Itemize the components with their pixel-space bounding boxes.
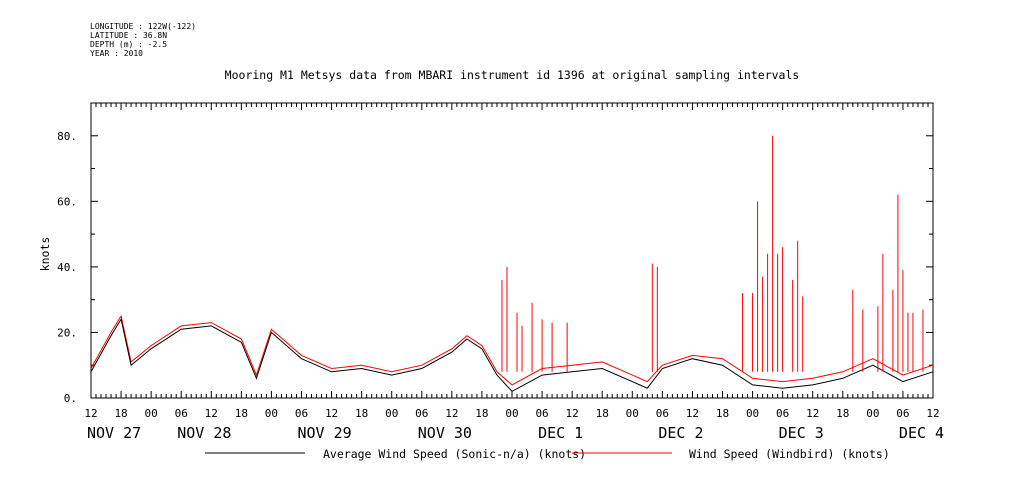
x-day-label: DEC 2 <box>658 424 703 442</box>
x-tick-label: 00 <box>385 407 398 420</box>
x-tick-label: 12 <box>325 407 338 420</box>
y-tick-label: 0. <box>64 392 77 405</box>
depth-label: DEPTH (m) : -2.5 <box>90 40 168 49</box>
x-tick-label: 18 <box>355 407 368 420</box>
series-layer <box>90 135 934 393</box>
x-tick-label: 18 <box>235 407 248 420</box>
y-tick-label: 40. <box>57 261 77 274</box>
y-tick-label: 60. <box>57 195 77 208</box>
legend: Average Wind Speed (Sonic-n/a) (knots) W… <box>205 447 890 461</box>
x-day-label: DEC 4 <box>899 424 944 442</box>
x-tick-label: 12 <box>205 407 218 420</box>
y-tick-label: 80. <box>57 130 77 143</box>
x-tick-label: 00 <box>866 407 879 420</box>
x-tick-label: 18 <box>114 407 127 420</box>
series-line-windbird <box>90 314 934 386</box>
x-day-label: DEC 1 <box>538 424 583 442</box>
series-line-average <box>90 317 934 393</box>
axes-layer: 12 18 00 06 12 18 00 06 12 18 00 06 12 18 00 06 12 18 00 06… <box>57 102 944 442</box>
plot-frame <box>90 102 934 399</box>
x-tick-label: 00 <box>265 407 278 420</box>
x-tick-label: 18 <box>716 407 729 420</box>
x-tick-label: 06 <box>656 407 669 420</box>
x-tick-label: 06 <box>896 407 909 420</box>
x-tick-label: 06 <box>295 407 308 420</box>
x-tick-label: 18 <box>596 407 609 420</box>
latitude-label: LATITUDE : 36.8N <box>90 31 168 40</box>
x-tick-label: 06 <box>415 407 428 420</box>
x-day-label: NOV 30 <box>418 424 472 442</box>
x-tick-label: 12 <box>566 407 579 420</box>
x-tick-label: 18 <box>475 407 488 420</box>
x-tick-label: 18 <box>836 407 849 420</box>
x-tick-label: 00 <box>746 407 759 420</box>
x-tick-label: 12 <box>926 407 939 420</box>
x-tick-label: 00 <box>145 407 158 420</box>
longitude-label: LONGITUDE : 122W(-122) <box>90 22 196 31</box>
x-day-label: NOV 29 <box>298 424 352 442</box>
x-tick-label: 12 <box>84 407 97 420</box>
chart-title: Mooring M1 Metsys data from MBARI instru… <box>225 68 800 82</box>
x-tick-label: 00 <box>626 407 639 420</box>
x-tick-label: 00 <box>505 407 518 420</box>
year-label: YEAR : 2010 <box>90 49 143 58</box>
x-day-label: NOV 27 <box>87 424 141 442</box>
x-day-label: NOV 28 <box>177 424 231 442</box>
legend-label-average: Average Wind Speed (Sonic-n/a) (knots) <box>323 447 586 461</box>
y-axis-label: knots <box>38 237 52 272</box>
x-tick-label: 12 <box>806 407 819 420</box>
x-tick-label: 06 <box>776 407 789 420</box>
y-tick-label: 20. <box>57 326 77 339</box>
x-tick-label: 12 <box>445 407 458 420</box>
x-tick-label: 06 <box>535 407 548 420</box>
x-tick-label: 06 <box>175 407 188 420</box>
legend-label-windbird: Wind Speed (Windbird) (knots) <box>689 447 890 461</box>
x-tick-label: 12 <box>686 407 699 420</box>
x-day-label: DEC 3 <box>779 424 824 442</box>
